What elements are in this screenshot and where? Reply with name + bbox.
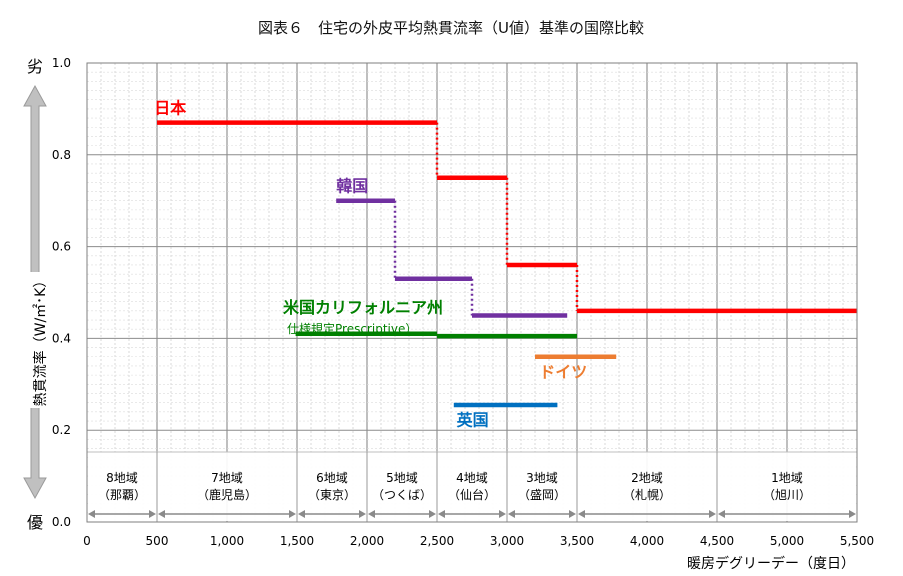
x-tick-label: 500 xyxy=(146,534,169,548)
zone-label: 4地域 xyxy=(456,471,488,485)
zone-city-label: （仙台） xyxy=(448,487,496,502)
x-axis-label: 暖房デグリーデー（度日） xyxy=(687,555,855,572)
x-tick-label: 5,000 xyxy=(770,534,804,548)
series-label: 韓国 xyxy=(336,177,368,196)
series-ドイツ: ドイツ xyxy=(535,354,617,381)
x-tick-label: 4,000 xyxy=(630,534,664,548)
zone-city-label: （つくば） xyxy=(372,488,432,502)
series-label: 米国カリフォルニア州 xyxy=(283,298,443,317)
zone-city-label: （那覇） xyxy=(98,488,146,502)
zone-arrow-right-icon xyxy=(499,510,506,518)
zone-arrow-right-icon xyxy=(359,510,366,518)
zone-label: 6地域 xyxy=(316,471,348,485)
x-tick-label: 5,500 xyxy=(840,534,874,548)
chart-title: 図表６ 住宅の外皮平均熱貫流率（U値）基準の国際比較 xyxy=(258,19,644,37)
zone-layer: 8地域 （那覇） 7地域 （鹿児島） 6地域 （東京） 5地域 （つくば） 4地域 （仙台） 3地域… xyxy=(86,451,858,522)
series-label: 日本 xyxy=(154,98,186,117)
zone-arrow-left-icon xyxy=(88,510,95,518)
x-tick-label: 1,000 xyxy=(210,534,244,548)
zone-city-label: （鹿児島） xyxy=(197,487,257,502)
zone-label: 7地域 xyxy=(211,471,243,485)
zone-arrow-left-icon xyxy=(298,510,305,518)
zone-arrow-left-icon xyxy=(438,510,445,518)
series-label: 英国 xyxy=(456,411,489,430)
plot-area-border xyxy=(86,62,858,523)
x-tick-label: 0 xyxy=(83,534,91,548)
y-tick-label: 0.2 xyxy=(52,423,71,437)
series-sublabel: 仕様規定Prescriptive） xyxy=(287,321,417,336)
zone-label: 1地域 xyxy=(771,471,803,485)
zone-arrow-left-icon xyxy=(368,510,375,518)
zone-city-label: （旭川） xyxy=(763,488,811,502)
zone-label: 5地域 xyxy=(386,471,418,485)
zone-arrow-right-icon xyxy=(709,510,716,518)
zone-arrow-right-icon xyxy=(849,510,856,518)
zone-city-label: （札幌） xyxy=(623,487,671,502)
series-label: ドイツ xyxy=(539,362,587,381)
series-韓国: 韓国 xyxy=(336,177,568,318)
zone-arrow-right-icon xyxy=(289,510,296,518)
x-tick-label: 1,500 xyxy=(280,534,314,548)
series-日本: 日本 xyxy=(154,98,857,314)
zone-label: 2地域 xyxy=(631,471,663,485)
y-tick-label: 0.0 xyxy=(52,515,71,529)
zone-city-label: （盛岡） xyxy=(518,487,566,502)
ylabel-background xyxy=(30,272,50,408)
zone-arrow-left-icon xyxy=(718,510,725,518)
x-tick-label: 2,500 xyxy=(420,534,454,548)
y-top-label: 劣 xyxy=(27,57,43,76)
y-tick-label: 0.8 xyxy=(52,148,71,162)
series-英国: 英国 xyxy=(453,402,558,430)
y-bottom-label: 優 xyxy=(27,513,43,532)
zone-label: 8地域 xyxy=(106,471,138,485)
zone-city-label: （東京） xyxy=(308,488,356,502)
zone-arrow-right-icon xyxy=(429,510,436,518)
zone-arrow-left-icon xyxy=(578,510,585,518)
y-tick-label: 0.6 xyxy=(52,240,71,254)
zone-arrow-right-icon xyxy=(569,510,576,518)
zone-arrow-left-icon xyxy=(158,510,165,518)
zone-arrow-left-icon xyxy=(508,510,515,518)
y-axis-label: 熱貫流率（W/㎡･K） xyxy=(32,274,49,407)
zone-arrow-right-icon xyxy=(149,510,156,518)
y-tick-label: 1.0 xyxy=(52,56,71,70)
zone-band-background xyxy=(88,452,856,521)
x-tick-label: 3,000 xyxy=(490,534,524,548)
zone-label: 3地域 xyxy=(526,471,558,485)
up-arrow-icon xyxy=(23,84,47,301)
grid-layer xyxy=(86,62,858,523)
x-tick-label: 2,000 xyxy=(350,534,384,548)
axis-layer: 0 500 1,000 1,500 2,000 2,500 3,000 3,500 4,000 4… xyxy=(52,56,874,548)
y-tick-label: 0.4 xyxy=(52,331,71,345)
x-tick-label: 3,500 xyxy=(560,534,594,548)
x-tick-label: 4,500 xyxy=(700,534,734,548)
